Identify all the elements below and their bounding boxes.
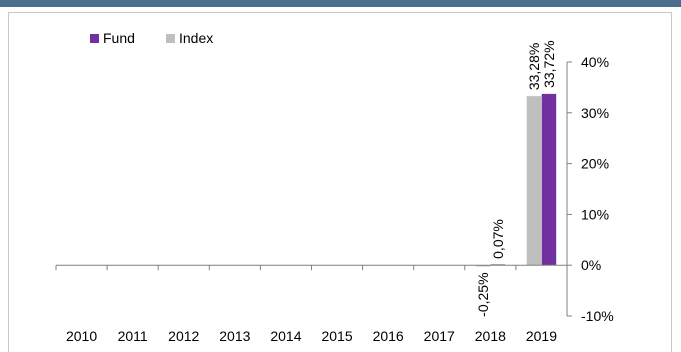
data-labels-layer: -0,25% 0,07% 33,28% 33,72% <box>475 40 557 316</box>
y-tick-label: 0% <box>581 257 601 273</box>
x-tick-label: 2018 <box>475 328 506 342</box>
x-axis: 2010 2011 2012 2013 2014 2015 2016 2017 2018 2019 <box>55 264 568 342</box>
x-tick-label: 2011 <box>118 328 148 342</box>
bar-index-2018 <box>475 265 491 267</box>
y-tick-label: 30% <box>581 105 609 121</box>
x-tick-label: 2013 <box>219 328 250 342</box>
x-tick-label: 2015 <box>321 328 352 342</box>
x-tick-label: 2017 <box>424 328 455 342</box>
y-axis: 40% 30% 20% 10% 0% -10% <box>566 54 614 324</box>
bars-layer <box>475 93 557 267</box>
y-tick-label: 10% <box>581 206 609 222</box>
x-tick-label: 2010 <box>66 328 97 342</box>
legend-swatch-fund <box>90 34 99 43</box>
data-label: -0,25% <box>475 272 491 316</box>
x-tick-label: 2012 <box>168 328 199 342</box>
data-label: 0,07% <box>490 219 506 259</box>
x-tick-label: 2019 <box>526 328 557 342</box>
x-tick-label: 2014 <box>270 328 301 342</box>
bar-fund-2019 <box>541 93 557 266</box>
legend-label-fund: Fund <box>103 30 135 46</box>
bar-index-2019 <box>526 96 542 266</box>
y-tick-label: -10% <box>581 308 614 324</box>
legend-label-index: Index <box>179 30 213 46</box>
y-tick-label: 20% <box>581 156 609 172</box>
legend-swatch-index <box>166 34 175 43</box>
data-label: 33,28% <box>526 43 542 90</box>
x-tick-label: 2016 <box>373 328 404 342</box>
returns-bar-chart: Fund Index 2010 2011 2012 2013 2014 2015 2016 20… <box>55 30 614 342</box>
chart-legend: Fund Index <box>90 30 213 46</box>
header-bar <box>0 0 681 7</box>
chart-frame <box>8 12 672 352</box>
y-tick-label: 40% <box>581 54 609 70</box>
data-label: 33,72% <box>541 40 557 87</box>
